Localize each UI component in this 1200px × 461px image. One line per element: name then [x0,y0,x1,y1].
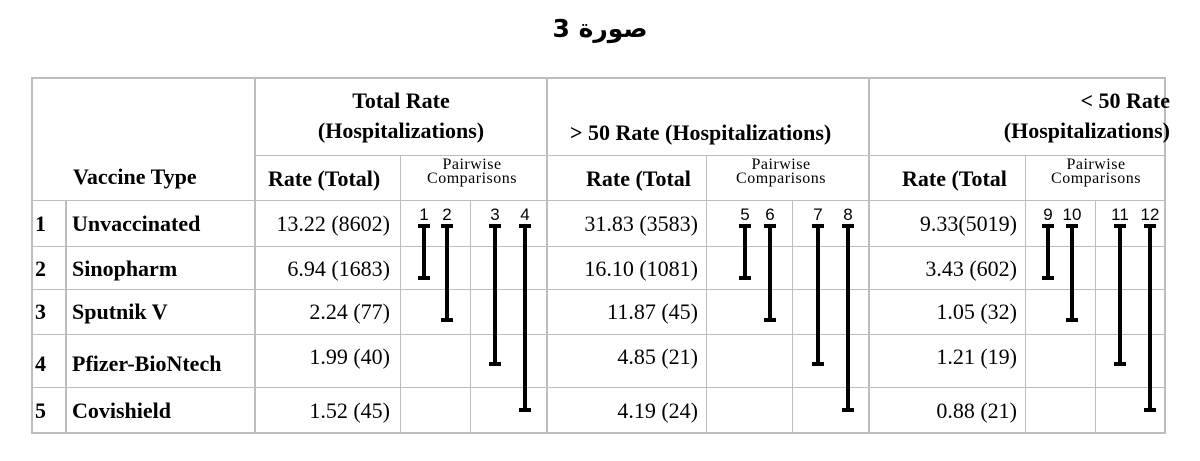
group-header-total: Total Rate (Hospitalizations) [317,88,485,143]
vaccine-name: Covishield [72,398,172,423]
comparison-number: 11 [1111,205,1129,224]
vaccine-name: Unvaccinated [72,211,201,236]
row-number: 2 [35,256,46,281]
comparison-number: 6 [765,205,774,224]
rate-total: 6.94 (1683) [287,256,390,281]
rate-under50: 3.43 (602) [925,256,1017,281]
rate-under50: 0.88 (21) [936,398,1017,423]
grid-line [31,200,1165,201]
vaccine-name: Sputnik V [72,299,168,324]
grid-line [1025,155,1026,433]
rate-over50: 31.83 (3583) [584,211,698,236]
comparison-number: 3 [490,205,499,224]
rate-under50: 9.33(5019) [919,211,1017,236]
rate-under50: 1.05 (32) [936,299,1017,324]
comparison-number: 8 [843,205,852,224]
rate-over50: 4.19 (24) [617,398,698,423]
comparison-number: 7 [813,205,822,224]
rate-total: 1.52 (45) [309,398,390,423]
grid-line [31,334,1165,335]
grid-line [1095,200,1096,433]
comparison-number: 4 [520,205,529,224]
vaccine-name: Sinopharm [72,256,178,281]
vaccine-type-header: Vaccine Type [73,164,197,189]
comparison-table [31,77,1166,434]
grid-line [868,77,870,434]
rate-over50: 4.85 (21) [617,344,698,369]
figure-title: صورة 3 [552,14,648,43]
grid-line [31,246,1165,247]
pairwise-header-over50: Pairwise Comparisons [736,156,826,187]
rate-total: 2.24 (77) [309,299,390,324]
row-number: 5 [35,398,46,423]
vaccine-name: Pfizer-BioNtech [72,351,222,376]
grid-line [470,200,471,433]
rate-over50: 11.87 (45) [607,299,698,324]
row-number: 3 [35,299,46,324]
grid-line [65,200,67,433]
grid-line [706,155,707,433]
comparison-number: 2 [442,205,451,224]
rate-total: 1.99 (40) [309,344,390,369]
grid-line [792,200,793,433]
comparison-number: 12 [1141,205,1160,224]
rate-total: 13.22 (8602) [276,211,390,236]
pairwise-header-total: Pairwise Comparisons [427,156,517,187]
comparison-number: 10 [1063,205,1082,224]
comparison-number: 9 [1043,205,1052,224]
grid-line [546,77,548,434]
row-number: 4 [35,351,46,376]
rate-col-header-over50: Rate (Total [586,166,691,191]
grid-line [254,155,1165,156]
group-header-under50: < 50 Rate (Hospitalizations) [1003,88,1170,143]
comparison-number: 1 [419,205,428,224]
group-header-over50: > 50 Rate (Hospitalizations) [570,120,832,145]
pairwise-header-under50: Pairwise Comparisons [1051,156,1141,187]
grid-line [254,77,256,434]
rate-col-header-under50: Rate (Total [902,166,1007,191]
comparison-number: 5 [740,205,749,224]
rate-over50: 16.10 (1081) [584,256,698,281]
grid-line [31,289,1165,290]
rate-col-header-total: Rate (Total) [268,166,381,191]
grid-line [400,155,401,433]
rate-under50: 1.21 (19) [936,344,1017,369]
row-number: 1 [35,211,46,236]
grid-line [31,387,1165,388]
